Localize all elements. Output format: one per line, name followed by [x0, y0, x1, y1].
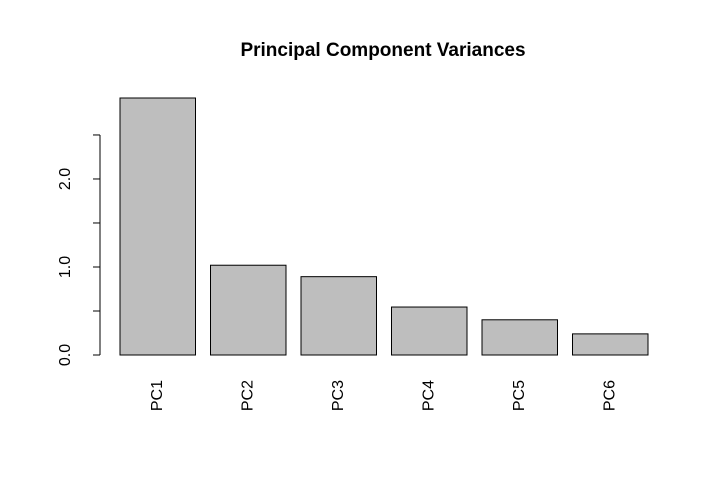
bar [300, 276, 377, 356]
bar [481, 319, 558, 356]
bar [572, 333, 649, 356]
bar [119, 97, 196, 356]
x-tick-label: PC2 [239, 380, 256, 411]
bar [391, 306, 468, 356]
x-tick-label: PC6 [601, 380, 618, 411]
bar [210, 264, 287, 356]
x-tick-label: PC1 [149, 380, 166, 411]
y-tick-label: 2.0 [57, 168, 74, 190]
chart-title: Principal Component Variances [240, 40, 525, 61]
x-tick-label: PC3 [330, 380, 347, 411]
y-tick-label: 1.0 [57, 256, 74, 278]
x-tick-label: PC4 [420, 380, 437, 411]
x-tick-label: PC5 [511, 380, 528, 411]
y-tick-label: 0.0 [57, 344, 74, 366]
